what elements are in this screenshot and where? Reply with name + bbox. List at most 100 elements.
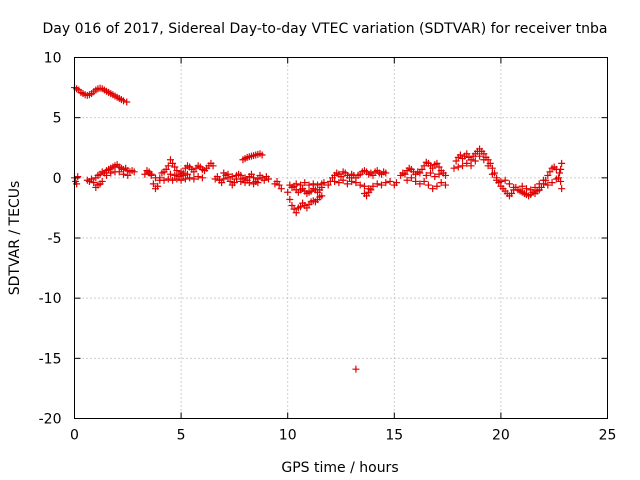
data-point	[418, 165, 426, 173]
data-point	[175, 173, 183, 181]
data-point	[476, 152, 484, 160]
data-point	[154, 182, 162, 190]
data-point	[120, 170, 128, 178]
data-point	[124, 171, 132, 179]
data-point	[420, 177, 428, 185]
data-point	[431, 173, 439, 181]
data-point	[456, 151, 464, 159]
data-point	[433, 159, 441, 167]
data-point	[213, 173, 221, 181]
data-point	[339, 176, 347, 184]
data-point	[437, 179, 445, 187]
data-point	[296, 203, 304, 211]
data-point	[392, 179, 400, 187]
data-point	[273, 177, 281, 185]
data-point	[250, 174, 258, 182]
data-point	[241, 174, 249, 182]
data-point	[335, 179, 343, 187]
data-point	[102, 171, 110, 179]
data-point	[301, 179, 309, 187]
data-point	[441, 181, 449, 189]
data-point	[488, 164, 496, 172]
data-point	[369, 171, 377, 179]
data-point	[120, 97, 128, 105]
data-point	[305, 181, 313, 189]
data-point	[522, 185, 530, 193]
data-point	[441, 171, 449, 179]
data-point	[463, 159, 471, 167]
data-point	[74, 173, 82, 181]
data-point	[284, 188, 292, 196]
data-point	[233, 171, 241, 179]
data-point	[429, 185, 437, 193]
data-point	[535, 180, 543, 188]
data-point	[416, 180, 424, 188]
data-point	[420, 162, 428, 170]
data-point	[171, 171, 179, 179]
data-point	[544, 171, 552, 179]
data-point	[401, 170, 409, 178]
data-point	[508, 189, 516, 197]
data-point	[220, 169, 228, 177]
data-point	[303, 204, 311, 212]
data-point	[292, 180, 300, 188]
data-point	[123, 98, 131, 106]
data-point	[209, 162, 217, 170]
data-point	[186, 174, 194, 182]
data-point	[164, 162, 172, 170]
data-point	[558, 159, 566, 167]
data-point	[98, 177, 106, 185]
data-point	[367, 186, 375, 194]
data-point	[314, 181, 322, 189]
data-point	[493, 176, 501, 184]
data-point	[546, 168, 554, 176]
data-point	[230, 179, 238, 187]
data-point	[454, 163, 462, 171]
data-point	[363, 192, 371, 200]
data-point	[548, 179, 556, 187]
data-point	[369, 182, 377, 190]
y-tick-label: 5	[53, 111, 62, 127]
data-point	[237, 177, 245, 185]
data-point	[557, 177, 565, 185]
data-point	[324, 181, 332, 189]
data-point	[245, 179, 253, 187]
data-point	[471, 157, 479, 165]
data-point	[190, 168, 198, 176]
data-point	[320, 179, 328, 187]
x-tick-label: 25	[599, 428, 617, 444]
data-point	[544, 181, 552, 189]
data-point	[488, 170, 496, 178]
data-point	[505, 180, 513, 188]
data-point	[224, 170, 232, 178]
data-point	[407, 174, 415, 182]
data-point	[343, 180, 351, 188]
data-point	[463, 150, 471, 158]
data-point	[179, 171, 187, 179]
data-point	[403, 176, 411, 184]
data-point	[162, 165, 170, 173]
data-point	[226, 177, 234, 185]
data-point	[147, 170, 155, 178]
data-point	[260, 176, 268, 184]
data-point	[337, 173, 345, 181]
data-point	[346, 174, 354, 182]
data-point	[160, 176, 168, 184]
data-point	[540, 176, 548, 184]
data-point	[296, 181, 304, 189]
data-point	[156, 174, 164, 182]
axis-ticks: 0 5 10 15 20 25 10 5 0 -5 -10 -15 -20	[39, 51, 617, 444]
data-point	[169, 176, 177, 184]
x-tick-label: 0	[70, 428, 79, 444]
data-point	[554, 174, 562, 182]
data-point	[107, 169, 115, 177]
data-point	[169, 159, 177, 167]
x-tick-label: 5	[177, 428, 186, 444]
data-point	[433, 182, 441, 190]
data-point	[435, 163, 443, 171]
data-point	[352, 179, 360, 187]
data-point	[173, 167, 181, 175]
data-point	[198, 174, 206, 182]
y-tick-label: -20	[39, 412, 62, 428]
